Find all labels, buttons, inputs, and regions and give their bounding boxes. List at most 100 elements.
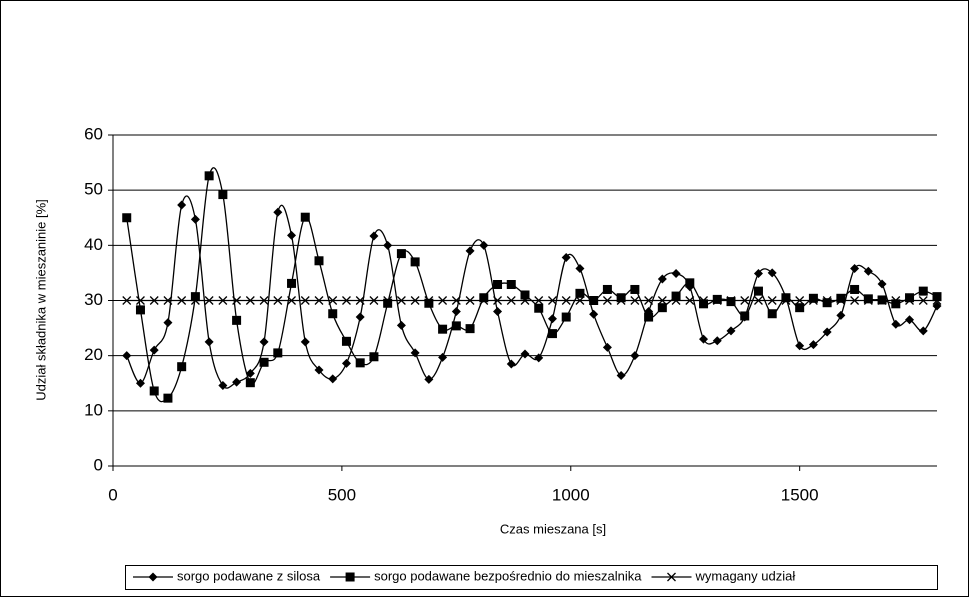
- marker-square: [575, 288, 585, 298]
- marker-square: [918, 286, 928, 296]
- marker-cross: [465, 296, 475, 305]
- marker-diamond: [520, 349, 530, 359]
- marker-cross: [177, 296, 187, 305]
- marker-diamond: [657, 274, 667, 284]
- marker-cross: [699, 296, 708, 305]
- marker-diamond: [795, 341, 805, 351]
- marker-diamond: [232, 377, 242, 387]
- marker-square: [177, 362, 187, 372]
- marker-diamond: [245, 368, 255, 378]
- x-tick-label: 1500: [781, 485, 819, 504]
- marker-square: [671, 291, 681, 301]
- marker-diamond: [863, 266, 873, 276]
- marker-diamond: [287, 230, 297, 240]
- marker-square: [451, 321, 461, 331]
- marker-square: [685, 278, 695, 288]
- marker-cross: [259, 296, 269, 305]
- marker-cross: [644, 296, 654, 305]
- marker-cross: [877, 296, 887, 305]
- y-tick-label: 20: [84, 345, 103, 364]
- marker-cross: [369, 296, 379, 305]
- marker-diamond: [135, 378, 145, 388]
- marker-diamond: [630, 351, 640, 361]
- marker-cross: [506, 296, 516, 305]
- marker-cross: [863, 296, 873, 305]
- marker-square: [345, 572, 355, 582]
- marker-square: [850, 284, 860, 294]
- marker-square: [218, 190, 228, 200]
- marker-cross: [602, 296, 612, 305]
- marker-diamond: [424, 374, 434, 384]
- y-tick-label: 60: [84, 124, 103, 143]
- marker-square: [657, 303, 667, 313]
- marker-square: [149, 386, 159, 396]
- marker-diamond: [918, 326, 928, 336]
- marker-cross: [245, 296, 255, 305]
- marker-diamond: [149, 345, 159, 355]
- marker-square: [699, 299, 709, 309]
- marker-diamond: [314, 365, 324, 375]
- marker-cross: [836, 296, 846, 305]
- marker-diamond: [479, 240, 489, 250]
- x-axis-label: Czas mieszana [s]: [500, 521, 606, 536]
- marker-square: [383, 298, 393, 308]
- marker-diamond: [300, 337, 310, 347]
- marker-square: [163, 393, 173, 403]
- marker-square: [891, 299, 901, 309]
- marker-square: [534, 303, 544, 313]
- marker-cross: [424, 296, 434, 305]
- marker-square: [245, 378, 255, 388]
- marker-square: [287, 278, 297, 288]
- marker-square: [836, 293, 846, 303]
- marker-cross: [822, 296, 832, 305]
- marker-diamond: [905, 315, 915, 325]
- marker-square: [506, 280, 516, 290]
- marker-diamond: [726, 326, 736, 336]
- marker-square: [396, 249, 406, 259]
- marker-square: [644, 312, 654, 322]
- marker-cross: [273, 296, 283, 305]
- marker-cross: [328, 296, 338, 305]
- marker-square: [314, 256, 324, 266]
- marker-diamond: [369, 231, 379, 241]
- marker-square: [822, 298, 832, 308]
- marker-cross: [795, 296, 805, 305]
- marker-square: [520, 290, 530, 300]
- marker-diamond: [753, 268, 763, 278]
- marker-square: [712, 294, 722, 304]
- marker-cross: [671, 296, 681, 305]
- marker-diamond: [328, 374, 338, 384]
- marker-square: [300, 212, 310, 222]
- marker-cross: [589, 296, 599, 305]
- marker-cross: [438, 296, 448, 305]
- marker-diamond: [836, 310, 846, 320]
- marker-diamond: [808, 340, 818, 350]
- marker-cross: [218, 296, 228, 305]
- marker-diamond: [190, 214, 200, 224]
- marker-cross: [561, 296, 571, 305]
- marker-diamond: [177, 200, 187, 210]
- x-tick-label: 500: [328, 485, 356, 504]
- marker-cross: [534, 296, 544, 305]
- marker-cross: [520, 296, 530, 305]
- marker-square: [561, 312, 571, 322]
- marker-cross: [383, 296, 393, 305]
- marker-diamond: [671, 268, 681, 278]
- marker-cross: [726, 296, 736, 305]
- marker-square: [795, 303, 805, 313]
- marker-diamond: [493, 307, 503, 317]
- marker-cross: [918, 296, 928, 305]
- marker-diamond: [122, 351, 132, 361]
- marker-cross: [575, 296, 585, 305]
- marker-diamond: [575, 264, 585, 274]
- marker-diamond: [273, 207, 283, 217]
- y-tick-label: 10: [84, 400, 103, 419]
- marker-diamond: [932, 301, 942, 311]
- legend: [125, 565, 938, 590]
- marker-square: [905, 293, 915, 303]
- marker-cross: [616, 296, 626, 305]
- marker-diamond: [547, 314, 557, 324]
- marker-cross: [712, 296, 722, 305]
- legend-label: wymagany udział: [695, 568, 796, 583]
- marker-square: [753, 286, 763, 296]
